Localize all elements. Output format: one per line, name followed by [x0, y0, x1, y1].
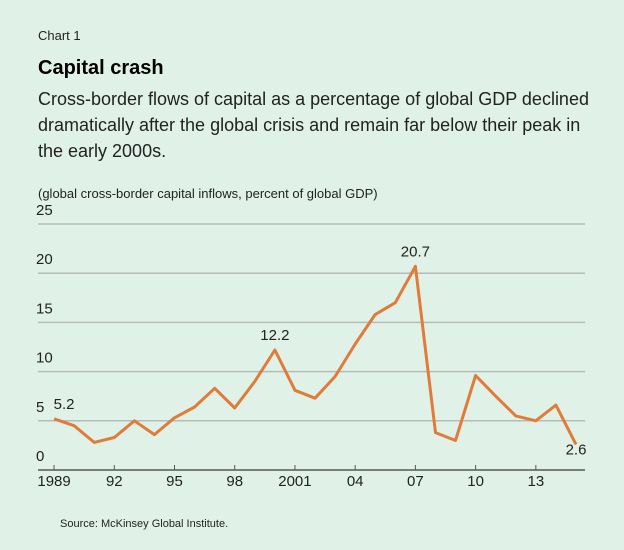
data-label: 12.2: [260, 327, 289, 344]
x-tick-label: 10: [467, 473, 484, 490]
x-tick-label: 2001: [278, 473, 311, 490]
x-tick-label: 92: [106, 473, 123, 490]
source: Source: McKinsey Global Institute.: [60, 518, 229, 530]
kicker: Chart 1: [38, 28, 81, 43]
x-tick-label: 07: [407, 473, 424, 490]
data-line: [53, 264, 578, 446]
x-tick-label: 98: [226, 473, 243, 490]
subtitle: Cross-border flows of capital as a perce…: [38, 89, 589, 161]
x-tick-label: 13: [528, 473, 545, 490]
y-tick-label: 25: [36, 202, 53, 219]
x-tick-label: 1989: [37, 473, 70, 490]
data-label: 2.6: [566, 441, 587, 458]
y-axis-label: (global cross-border capital inflows, pe…: [38, 186, 378, 201]
y-tick-label: 20: [36, 251, 53, 268]
y-tick-label: 5: [36, 399, 44, 416]
y-tick-label: 0: [36, 448, 44, 465]
chart-title: Capital crash: [38, 57, 164, 79]
y-tick-label: 10: [36, 350, 53, 367]
data-label: 20.7: [401, 243, 430, 260]
x-tick-label: 95: [166, 473, 183, 490]
y-tick-label: 15: [36, 300, 53, 317]
data-label: 5.2: [54, 396, 75, 413]
x-tick-label: 04: [347, 473, 364, 490]
